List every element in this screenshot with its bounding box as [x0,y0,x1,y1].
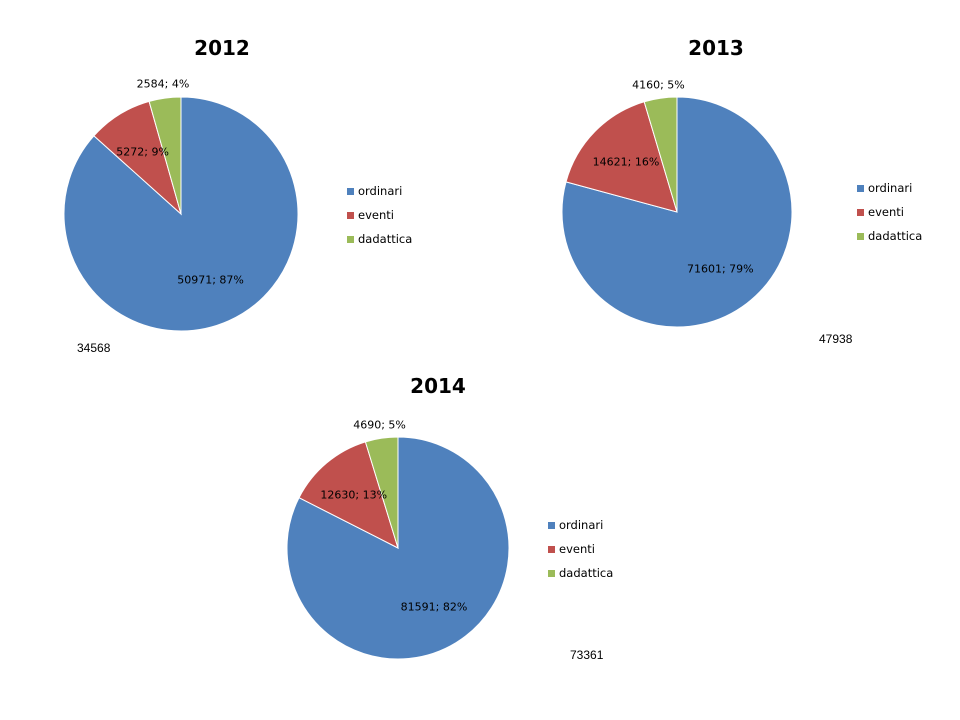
legend-swatch-dadattica [548,570,555,577]
data-label-eventi: 12630; 13% [320,488,388,502]
legend-label: eventi [358,208,394,222]
legend-swatch-ordinari [857,185,864,192]
pie-slice-eventi [565,101,678,213]
legend-label: dadattica [559,566,614,580]
legend-swatch-eventi [857,209,864,216]
data-label-eventi: 14621; 16% [592,155,660,169]
legend-swatch-ordinari [548,522,555,529]
data-label-ordinari: 50971; 87% [177,273,244,287]
legend-swatch-dadattica [857,233,864,240]
pie-slice-dadattica [364,436,399,549]
legend-label: dadattica [868,229,923,243]
legend-label: dadattica [358,232,413,246]
chart-title: 2013 [688,36,744,60]
chart-title: 2014 [410,374,466,398]
total-note: 34568 [77,341,111,355]
data-label-dadattica: 4160; 5% [632,78,685,92]
chart-title: 2012 [194,36,250,60]
data-label-ordinari: 71601; 79% [686,262,754,276]
legend-label: eventi [559,542,595,556]
legend-label: ordinari [358,184,403,198]
pie-slice-dadattica [148,96,182,215]
data-label-ordinari: 81591; 82% [400,600,468,614]
total-note: 73361 [570,648,604,662]
data-label-eventi: 5272; 9% [116,145,169,159]
legend-swatch-dadattica [347,236,354,243]
legend-label: ordinari [559,518,604,532]
data-label-dadattica: 4690; 5% [353,418,406,432]
total-note: 47938 [819,332,853,346]
legend-swatch-eventi [347,212,354,219]
legend-swatch-ordinari [347,188,354,195]
pie-slice-dadattica [643,96,678,213]
legend-label: ordinari [868,181,913,195]
data-label-dadattica: 2584; 4% [136,77,190,91]
legend-label: eventi [868,205,904,219]
legend-swatch-eventi [548,546,555,553]
